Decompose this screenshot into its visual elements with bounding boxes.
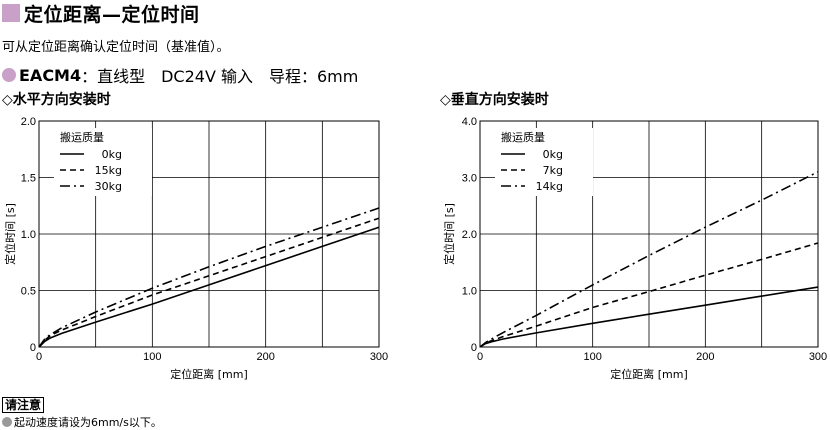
x-axis-label: 定位距离 [mm]: [610, 367, 688, 381]
note-label: 请注意: [2, 397, 45, 413]
y-tick-label: 1.0: [462, 286, 477, 298]
legend-box: [54, 128, 152, 196]
model-line: EACM4 ：直线型 DC24V 输入 导程：6mm: [2, 63, 358, 87]
page-subtitle: 可从定位距离确认定位时间（基准值）。: [2, 40, 230, 55]
chart-vertical: 0 1.0 2.0 3.0 4.0 0 100 200 300 定位距离 [mm] 定位时间 [s]…: [442, 116, 827, 381]
y-tick-label: 1.0: [21, 229, 36, 241]
x-tick-label: 0: [477, 351, 483, 363]
y-tick-label: 0: [471, 342, 477, 354]
legend-box: [495, 128, 593, 196]
page-title: 定位距离—定位时间: [24, 3, 200, 26]
title-square-icon: [2, 4, 20, 22]
y-tick-label: 1.5: [21, 173, 36, 185]
legend-entry: 0kg: [102, 148, 122, 161]
x-tick-label: 300: [809, 351, 827, 363]
legend-entry: 30kg: [95, 180, 122, 193]
legend-entry: 0kg: [543, 148, 563, 161]
chart-title-vertical: ◇垂直方向安装时: [440, 92, 549, 108]
y-tick-label: 2.0: [21, 116, 36, 128]
series-line-7kg: [479, 242, 819, 348]
y-tick-label: 4.0: [462, 116, 477, 128]
legend-title: 搬运质量: [60, 130, 104, 144]
model-spec: ：直线型 DC24V 输入 导程：6mm: [81, 67, 359, 86]
series-line-14kg: [479, 171, 819, 348]
legend-entry: 14kg: [536, 180, 563, 193]
x-tick-label: 300: [370, 351, 388, 363]
y-tick-label: 0.5: [21, 286, 36, 298]
x-axis-label: 定位距离 [mm]: [170, 367, 248, 381]
note-line: 起动速度请设为6mm/s以下。: [2, 414, 162, 430]
x-tick-label: 100: [143, 351, 161, 363]
legend-title: 搬运质量: [501, 130, 545, 144]
y-axis-label: 定位时间 [s]: [442, 203, 456, 265]
x-tick-label: 200: [256, 351, 274, 363]
y-tick-label: 0: [30, 342, 36, 354]
page-header: 定位距离—定位时间: [2, 0, 200, 26]
series-line-0kg: [479, 286, 819, 348]
model-name: EACM4: [19, 65, 82, 85]
series-line-15kg: [38, 217, 380, 348]
note-text: 起动速度请设为6mm/s以下。: [14, 416, 162, 429]
note-bullet-icon: [2, 417, 12, 427]
legend-entry: 15kg: [95, 164, 122, 177]
series-line-0kg: [38, 226, 380, 348]
y-tick-label: 2.0: [462, 229, 477, 241]
x-tick-label: 100: [583, 351, 601, 363]
y-tick-label: 3.0: [462, 173, 477, 185]
plot-frame: [479, 120, 819, 348]
y-axis-label: 定位时间 [s]: [3, 203, 17, 265]
plot-frame: [38, 120, 380, 348]
legend-entry: 7kg: [543, 164, 563, 177]
chart-title-horizontal: ◇水平方向安装时: [2, 92, 111, 108]
chart-horizontal: 0 0.5 1.0 1.5 2.0 0 100 200 300 定位距离 [mm] 定位时间 [s]…: [3, 116, 388, 381]
x-tick-label: 0: [36, 351, 42, 363]
model-bullet-icon: [2, 68, 16, 82]
x-tick-label: 200: [696, 351, 714, 363]
